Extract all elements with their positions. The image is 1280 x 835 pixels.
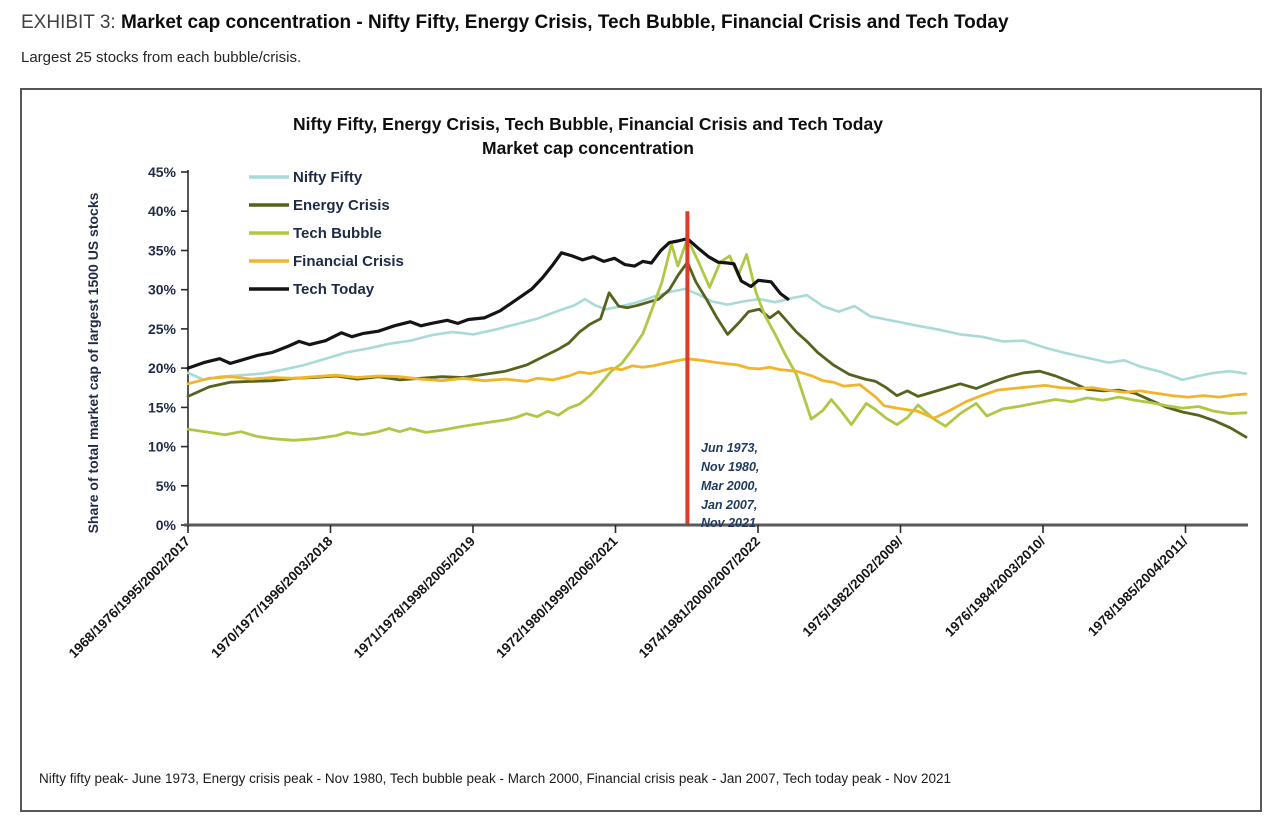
peak-annotation-line2: Nov 1980, [701,460,759,474]
y-axis-labels: 45% 40% 35% 30% 25% 20% 15% 10% 5% 0% [148,164,177,533]
x-tick-3: 1971/1978/1998/2005/2019 [351,534,478,661]
y-axis-title: Share of total market cap of largest 150… [85,192,101,533]
x-axis-ticks [187,525,1187,533]
legend-label-tech-today: Tech Today [293,281,375,298]
peak-annotation-line1: Jun 1973, [701,441,758,455]
x-axis-labels: 1968/1976/1995/2002/2017 1970/1977/1996/… [66,533,1191,661]
legend-label-tech-bubble: Tech Bubble [293,225,382,242]
exhibit-label: EXHIBIT 3: [21,12,116,33]
series-line-nifty-fifty [186,287,1248,382]
y-tick-15: 15% [148,399,177,415]
series-line-tech-today [186,237,790,370]
y-tick-35: 35% [148,243,177,259]
y-tick-0: 0% [156,517,177,533]
legend-label-energy-crisis: Energy Crisis [293,197,390,214]
chart-footnote: Nifty fifty peak- June 1973, Energy cris… [39,771,951,786]
y-axis-ticks [181,171,188,526]
chart-title-line2: Market cap concentration [482,138,694,158]
peak-annotation: Jun 1973, Nov 1980, Mar 2000, Jan 2007, … [701,441,759,530]
y-tick-10: 10% [148,439,177,455]
x-tick-1: 1968/1976/1995/2002/2017 [66,534,193,661]
x-tick-6: 1975/1982/2002/2009/ [799,533,905,639]
peak-annotation-line4: Jan 2007, [701,498,757,512]
chart-legend: Nifty Fifty Energy Crisis Tech Bubble Fi… [249,169,404,298]
x-tick-4: 1972/1980/1999/2006/2021 [493,533,621,661]
series-lines [186,237,1248,442]
peak-annotation-line3: Mar 2000, [701,479,758,493]
chart-frame: Nifty Fifty, Energy Crisis, Tech Bubble,… [20,88,1262,812]
legend-label-nifty-fifty: Nifty Fifty [293,169,363,186]
series-line-financial-crisis [186,357,1248,420]
exhibit-subtitle: Largest 25 stocks from each bubble/crisi… [21,49,302,66]
series-line-energy-crisis [186,260,1248,439]
x-tick-5: 1974/1981/2000/2007/2022 [636,534,763,661]
x-tick-8: 1978/1985/2004/2011/ [1085,533,1191,639]
y-tick-30: 30% [148,282,177,298]
y-tick-40: 40% [148,203,177,219]
y-tick-20: 20% [148,360,177,376]
legend-label-financial-crisis: Financial Crisis [293,253,404,270]
market-cap-chart: Nifty Fifty, Energy Crisis, Tech Bubble,… [66,114,1248,661]
exhibit-heading: EXHIBIT 3: Market cap concentration - Ni… [21,12,1009,34]
y-tick-5: 5% [156,478,177,494]
peak-annotation-line5: Nov 2021 [701,516,756,530]
exhibit-title: Market cap concentration - Nifty Fifty, … [120,12,1009,33]
chart-title-line1: Nifty Fifty, Energy Crisis, Tech Bubble,… [293,114,883,134]
y-tick-25: 25% [148,321,177,337]
x-tick-7: 1976/1984/2003/2010/ [942,533,1048,639]
x-tick-2: 1970/1977/1996/2003/2018 [208,533,336,661]
y-tick-45: 45% [148,164,177,180]
